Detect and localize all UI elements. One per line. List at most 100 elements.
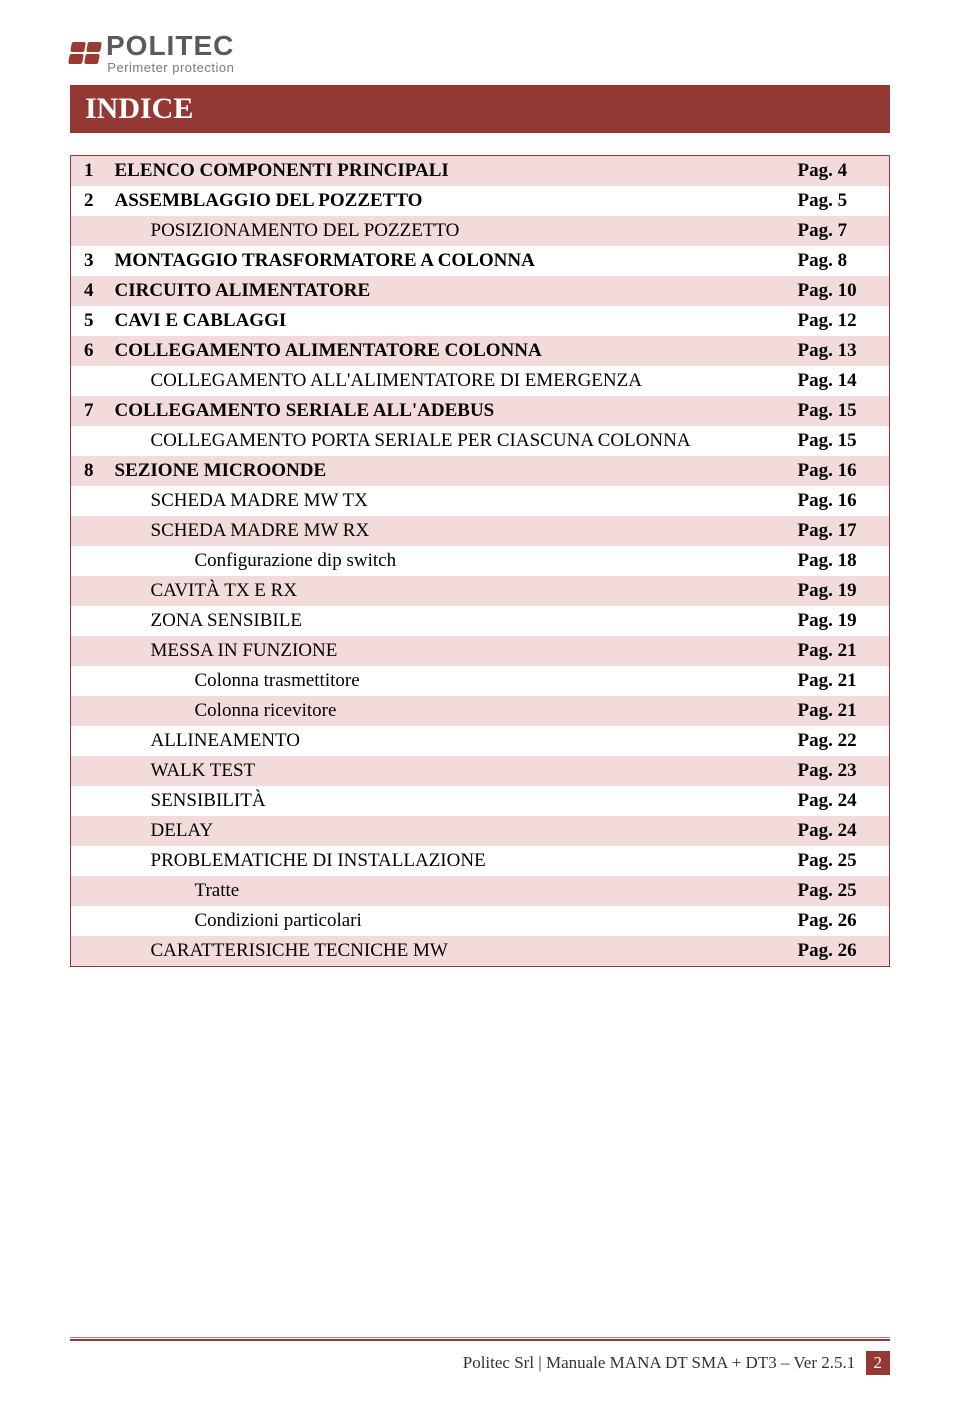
toc-label: CAVITÀ TX E RX: [107, 576, 790, 606]
toc-page: Pag. 10: [790, 276, 890, 306]
toc-label: CAVI E CABLAGGI: [107, 306, 790, 336]
page-title: INDICE: [70, 85, 890, 133]
toc-number: [71, 516, 107, 546]
toc-number: [71, 576, 107, 606]
toc-table: 1ELENCO COMPONENTI PRINCIPALIPag. 42ASSE…: [70, 155, 890, 967]
toc-row: COLLEGAMENTO PORTA SERIALE PER CIASCUNA …: [71, 426, 890, 456]
toc-label: Configurazione dip switch: [107, 546, 790, 576]
toc-row: POSIZIONAMENTO DEL POZZETTOPag. 7: [71, 216, 890, 246]
toc-label: MESSA IN FUNZIONE: [107, 636, 790, 666]
toc-number: 7: [71, 396, 107, 426]
toc-row: CARATTERISICHE TECNICHE MWPag. 26: [71, 936, 890, 967]
toc-number: [71, 816, 107, 846]
toc-label: COLLEGAMENTO ALIMENTATORE COLONNA: [107, 336, 790, 366]
toc-label: CARATTERISICHE TECNICHE MW: [107, 936, 790, 967]
toc-row: SENSIBILITÀPag. 24: [71, 786, 890, 816]
toc-page: Pag. 19: [790, 606, 890, 636]
toc-label: ASSEMBLAGGIO DEL POZZETTO: [107, 186, 790, 216]
toc-label: DELAY: [107, 816, 790, 846]
logo-block: POLITEC Perimeter protection: [70, 30, 890, 75]
toc-row: ZONA SENSIBILEPag. 19: [71, 606, 890, 636]
toc-number: [71, 876, 107, 906]
toc-label: CIRCUITO ALIMENTATORE: [107, 276, 790, 306]
toc-page: Pag. 5: [790, 186, 890, 216]
toc-label: SCHEDA MADRE MW RX: [107, 516, 790, 546]
logo-brand: POLITEC: [106, 30, 234, 62]
toc-page: Pag. 25: [790, 846, 890, 876]
toc-label: SCHEDA MADRE MW TX: [107, 486, 790, 516]
toc-row: TrattePag. 25: [71, 876, 890, 906]
toc-label: WALK TEST: [107, 756, 790, 786]
toc-row: 6COLLEGAMENTO ALIMENTATORE COLONNAPag. 1…: [71, 336, 890, 366]
toc-number: [71, 216, 107, 246]
toc-page: Pag. 19: [790, 576, 890, 606]
toc-number: [71, 756, 107, 786]
toc-page: Pag. 24: [790, 786, 890, 816]
toc-row: 5CAVI E CABLAGGIPag. 12: [71, 306, 890, 336]
toc-page: Pag. 15: [790, 426, 890, 456]
toc-label: Condizioni particolari: [107, 906, 790, 936]
footer-text: Politec Srl | Manuale MANA DT SMA + DT3 …: [463, 1353, 856, 1372]
toc-label: ELENCO COMPONENTI PRINCIPALI: [107, 156, 790, 187]
toc-row: 7COLLEGAMENTO SERIALE ALL'ADEBUSPag. 15: [71, 396, 890, 426]
toc-number: [71, 606, 107, 636]
logo-icon: [68, 42, 102, 64]
toc-row: WALK TESTPag. 23: [71, 756, 890, 786]
toc-label: ALLINEAMENTO: [107, 726, 790, 756]
toc-label: COLLEGAMENTO SERIALE ALL'ADEBUS: [107, 396, 790, 426]
toc-number: [71, 666, 107, 696]
toc-label: ZONA SENSIBILE: [107, 606, 790, 636]
toc-number: 1: [71, 156, 107, 187]
toc-page: Pag. 26: [790, 906, 890, 936]
toc-number: 2: [71, 186, 107, 216]
toc-page: Pag. 4: [790, 156, 890, 187]
toc-row: Colonna ricevitorePag. 21: [71, 696, 890, 726]
toc-page: Pag. 25: [790, 876, 890, 906]
toc-number: [71, 366, 107, 396]
toc-page: Pag. 21: [790, 696, 890, 726]
toc-row: 4CIRCUITO ALIMENTATOREPag. 10: [71, 276, 890, 306]
toc-row: CAVITÀ TX E RXPag. 19: [71, 576, 890, 606]
toc-page: Pag. 24: [790, 816, 890, 846]
toc-row: PROBLEMATICHE DI INSTALLAZIONEPag. 25: [71, 846, 890, 876]
toc-label: Tratte: [107, 876, 790, 906]
toc-row: Condizioni particolariPag. 26: [71, 906, 890, 936]
toc-page: Pag. 18: [790, 546, 890, 576]
toc-page: Pag. 13: [790, 336, 890, 366]
toc-label: PROBLEMATICHE DI INSTALLAZIONE: [107, 846, 790, 876]
toc-number: [71, 636, 107, 666]
toc-row: 8SEZIONE MICROONDEPag. 16: [71, 456, 890, 486]
toc-row: 2ASSEMBLAGGIO DEL POZZETTOPag. 5: [71, 186, 890, 216]
toc-number: [71, 936, 107, 967]
toc-row: 1ELENCO COMPONENTI PRINCIPALIPag. 4: [71, 156, 890, 187]
toc-row: 3MONTAGGIO TRASFORMATORE A COLONNAPag. 8: [71, 246, 890, 276]
toc-row: Colonna trasmettitorePag. 21: [71, 666, 890, 696]
toc-page: Pag. 21: [790, 666, 890, 696]
footer-page-number: 2: [866, 1351, 891, 1375]
toc-number: [71, 786, 107, 816]
toc-row: DELAYPag. 24: [71, 816, 890, 846]
toc-row: Configurazione dip switchPag. 18: [71, 546, 890, 576]
toc-label: MONTAGGIO TRASFORMATORE A COLONNA: [107, 246, 790, 276]
toc-number: [71, 696, 107, 726]
toc-page: Pag. 14: [790, 366, 890, 396]
toc-row: COLLEGAMENTO ALL'ALIMENTATORE DI EMERGEN…: [71, 366, 890, 396]
toc-row: MESSA IN FUNZIONEPag. 21: [71, 636, 890, 666]
toc-page: Pag. 17: [790, 516, 890, 546]
page-footer: Politec Srl | Manuale MANA DT SMA + DT3 …: [70, 1337, 890, 1375]
toc-page: Pag. 22: [790, 726, 890, 756]
toc-page: Pag. 26: [790, 936, 890, 967]
toc-page: Pag. 21: [790, 636, 890, 666]
toc-label: COLLEGAMENTO ALL'ALIMENTATORE DI EMERGEN…: [107, 366, 790, 396]
toc-row: SCHEDA MADRE MW TXPag. 16: [71, 486, 890, 516]
toc-number: [71, 726, 107, 756]
toc-number: [71, 546, 107, 576]
toc-page: Pag. 16: [790, 486, 890, 516]
toc-label: SENSIBILITÀ: [107, 786, 790, 816]
logo-tagline: Perimeter protection: [106, 60, 234, 75]
toc-number: 3: [71, 246, 107, 276]
toc-number: [71, 486, 107, 516]
toc-label: COLLEGAMENTO PORTA SERIALE PER CIASCUNA …: [107, 426, 790, 456]
toc-number: [71, 846, 107, 876]
toc-page: Pag. 16: [790, 456, 890, 486]
